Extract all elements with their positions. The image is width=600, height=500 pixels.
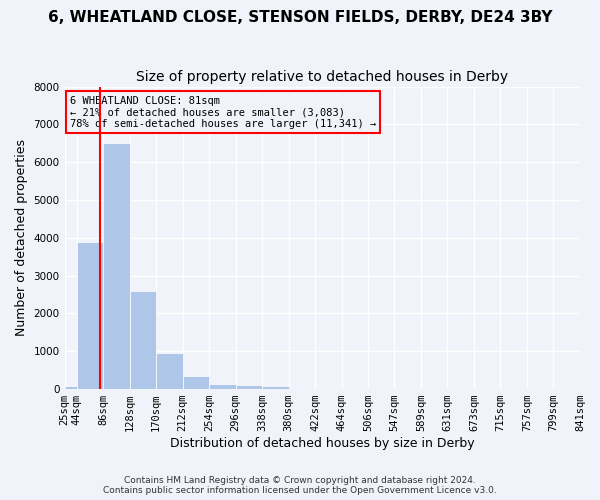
Text: 6 WHEATLAND CLOSE: 81sqm
← 21% of detached houses are smaller (3,083)
78% of sem: 6 WHEATLAND CLOSE: 81sqm ← 21% of detach…	[70, 96, 376, 129]
Bar	[156, 353, 182, 389]
Title: Size of property relative to detached houses in Derby: Size of property relative to detached ho…	[136, 70, 508, 84]
Bar	[262, 386, 289, 389]
Bar	[77, 242, 103, 389]
Bar	[236, 384, 262, 389]
Bar	[182, 376, 209, 389]
Bar	[65, 386, 77, 389]
Y-axis label: Number of detached properties: Number of detached properties	[15, 140, 28, 336]
Bar	[130, 291, 156, 389]
Bar	[103, 144, 130, 389]
Bar	[209, 384, 236, 389]
Text: Contains HM Land Registry data © Crown copyright and database right 2024.
Contai: Contains HM Land Registry data © Crown c…	[103, 476, 497, 495]
Text: 6, WHEATLAND CLOSE, STENSON FIELDS, DERBY, DE24 3BY: 6, WHEATLAND CLOSE, STENSON FIELDS, DERB…	[48, 10, 552, 25]
X-axis label: Distribution of detached houses by size in Derby: Distribution of detached houses by size …	[170, 437, 475, 450]
